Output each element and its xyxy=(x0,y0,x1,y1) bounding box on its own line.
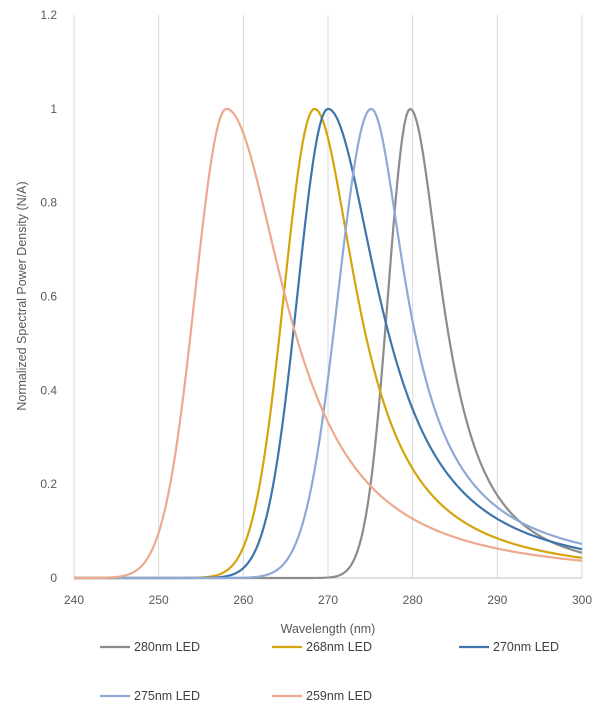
x-tick-label: 270 xyxy=(318,593,338,607)
y-tick-label: 0.6 xyxy=(40,290,57,304)
y-tick-label: 0.8 xyxy=(40,196,57,210)
x-tick-label: 300 xyxy=(572,593,592,607)
y-tick-label: 0.4 xyxy=(40,383,57,397)
y-tick-label: 1.2 xyxy=(40,8,57,22)
series-lines xyxy=(74,107,583,580)
x-tick-label: 250 xyxy=(149,593,169,607)
tick-labels: 240 250 260 270 280 290 300 0 0.2 0.4 0.6 0.8 1 1.2 xyxy=(40,8,592,607)
legend-label: 259nm LED xyxy=(306,689,372,703)
series-line-259nm-led xyxy=(74,107,583,580)
legend-label: 268nm LED xyxy=(306,640,372,654)
x-tick-label: 280 xyxy=(403,593,423,607)
y-axis-title: Normalized Spectral Power Density (N/A) xyxy=(15,181,29,410)
y-tick-label: 0.2 xyxy=(40,477,57,491)
x-tick-label: 260 xyxy=(233,593,253,607)
y-tick-label: 0 xyxy=(50,571,57,585)
x-tick-label: 240 xyxy=(64,593,84,607)
legend-label: 270nm LED xyxy=(493,640,559,654)
legend-label: 275nm LED xyxy=(134,689,200,703)
legend-label: 280nm LED xyxy=(134,640,200,654)
series-line-275nm-led xyxy=(74,107,583,580)
y-tick-label: 1 xyxy=(50,102,57,116)
x-axis-title: Wavelength (nm) xyxy=(281,622,376,636)
x-tick-label: 290 xyxy=(487,593,507,607)
legend: 280nm LED 268nm LED 270nm LED 275nm LED 259n… xyxy=(100,640,559,703)
grid-lines xyxy=(73,15,583,579)
